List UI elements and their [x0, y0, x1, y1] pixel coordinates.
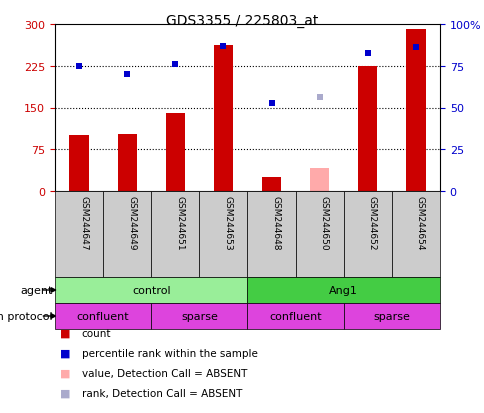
Bar: [117, 135, 136, 192]
Text: ■: ■: [60, 368, 70, 378]
Text: sparse: sparse: [181, 311, 217, 321]
Text: GSM244650: GSM244650: [319, 196, 328, 250]
Text: GSM244649: GSM244649: [127, 196, 136, 250]
Text: growth protocol: growth protocol: [0, 311, 52, 321]
Bar: [151, 192, 199, 277]
Text: count: count: [81, 328, 111, 338]
Text: GSM244651: GSM244651: [175, 196, 184, 250]
Bar: [55, 277, 247, 303]
Bar: [55, 303, 151, 329]
Text: Ang1: Ang1: [329, 285, 358, 295]
Text: confluent: confluent: [76, 311, 129, 321]
Bar: [69, 136, 89, 192]
Bar: [343, 192, 391, 277]
Bar: [406, 30, 424, 192]
Bar: [166, 114, 184, 192]
Text: ■: ■: [60, 348, 70, 358]
Text: GSM244652: GSM244652: [367, 196, 376, 250]
Text: GSM244648: GSM244648: [271, 196, 280, 250]
Bar: [55, 192, 103, 277]
Bar: [213, 46, 233, 192]
Bar: [247, 303, 343, 329]
Text: GDS3355 / 225803_at: GDS3355 / 225803_at: [166, 14, 318, 28]
Bar: [151, 303, 247, 329]
Text: GSM244647: GSM244647: [79, 196, 88, 250]
Bar: [343, 303, 439, 329]
Bar: [103, 192, 151, 277]
Text: GSM244654: GSM244654: [415, 196, 424, 250]
Text: ■: ■: [60, 328, 70, 338]
Text: rank, Detection Call = ABSENT: rank, Detection Call = ABSENT: [81, 388, 242, 398]
Bar: [358, 66, 377, 192]
Text: ■: ■: [60, 388, 70, 398]
Bar: [247, 192, 295, 277]
Text: confluent: confluent: [269, 311, 321, 321]
Text: percentile rank within the sample: percentile rank within the sample: [81, 348, 257, 358]
Text: GSM244653: GSM244653: [223, 196, 232, 250]
Bar: [261, 178, 281, 192]
Text: sparse: sparse: [373, 311, 409, 321]
Text: value, Detection Call = ABSENT: value, Detection Call = ABSENT: [81, 368, 246, 378]
Text: agent: agent: [20, 285, 52, 295]
Bar: [247, 277, 439, 303]
Text: control: control: [132, 285, 170, 295]
Bar: [391, 192, 439, 277]
Bar: [199, 192, 247, 277]
Bar: [295, 192, 343, 277]
Bar: [309, 168, 329, 192]
